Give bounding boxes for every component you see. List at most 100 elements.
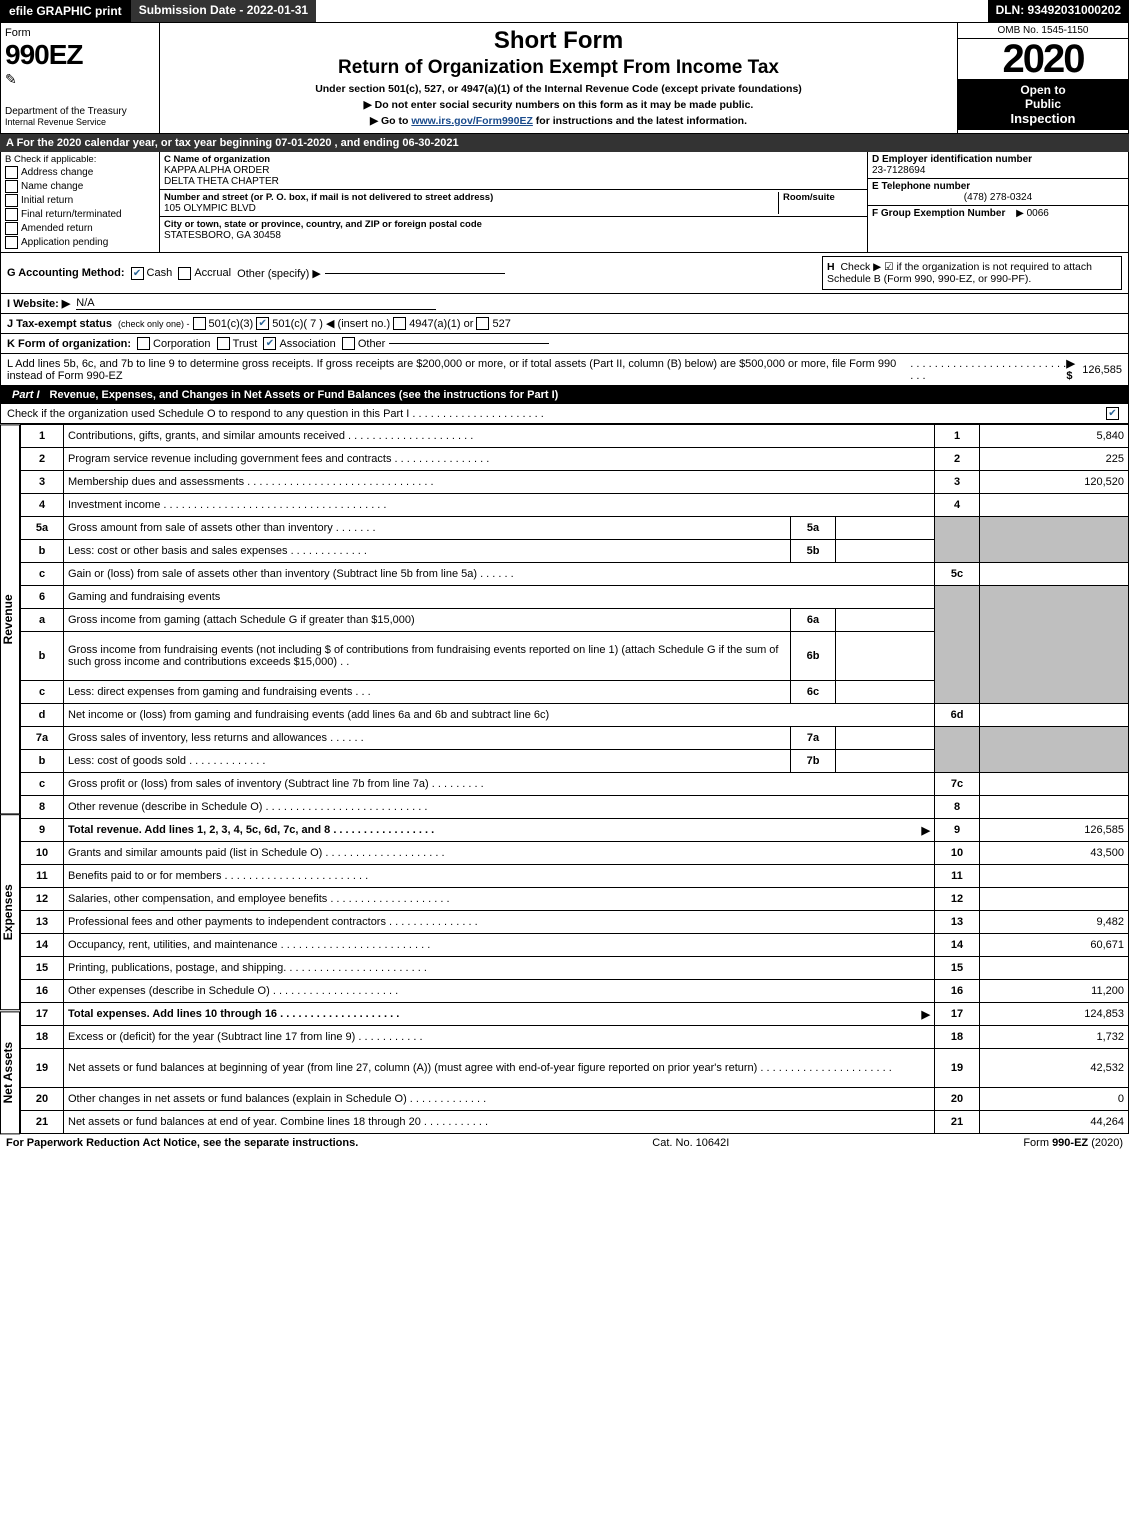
top-bar: efile GRAPHIC print Submission Date - 20… — [0, 0, 1129, 22]
grp-lbl: F Group Exemption Number — [872, 208, 1005, 219]
line-16: 16Other expenses (describe in Schedule O… — [21, 980, 1129, 1003]
part1-checkbox[interactable]: ✔ — [1106, 407, 1119, 420]
line-21: 21Net assets or fund balances at end of … — [21, 1111, 1129, 1134]
addr-row: Number and street (or P. O. box, if mail… — [160, 190, 867, 217]
line-2: 2Program service revenue including gover… — [21, 448, 1129, 471]
col-b: B Check if applicable: Address change Na… — [1, 152, 160, 252]
vlabel-expenses: Expenses — [0, 814, 20, 1010]
line-17: 17Total expenses. Add lines 10 through 1… — [21, 1003, 1129, 1026]
ck-501c3[interactable] — [193, 317, 206, 330]
open-inspection: Open toPublicInspection — [958, 79, 1128, 130]
irs-link[interactable]: www.irs.gov/Form990EZ — [411, 115, 533, 127]
ck-other[interactable] — [342, 337, 355, 350]
k-o1: Corporation — [153, 338, 210, 350]
col-def: D Employer identification number 23-7128… — [868, 152, 1128, 252]
info-block: B Check if applicable: Address change Na… — [0, 152, 1129, 253]
j-o4: 527 — [492, 318, 510, 330]
line-6d: dNet income or (loss) from gaming and fu… — [21, 704, 1129, 727]
other-specify-line — [325, 273, 505, 274]
ck-address-change[interactable]: Address change — [5, 166, 155, 179]
tel-row: E Telephone number (478) 278-0324 — [868, 179, 1128, 206]
h-box: H Check ▶ ☑ if the organization is not r… — [822, 256, 1122, 290]
submission-date: Submission Date - 2022-01-31 — [131, 0, 316, 22]
line-7a: 7aGross sales of inventory, less returns… — [21, 727, 1129, 750]
ck-amended-return[interactable]: Amended return — [5, 222, 155, 235]
k-label: K Form of organization: — [7, 338, 131, 350]
line-7c: cGross profit or (loss) from sales of in… — [21, 773, 1129, 796]
line-9: 9Total revenue. Add lines 1, 2, 3, 4, 5c… — [21, 819, 1129, 842]
k-o4: Other — [358, 338, 386, 350]
city-row: City or town, state or province, country… — [160, 217, 867, 243]
k-other-line — [389, 343, 549, 344]
part1-label: Part I — [6, 389, 46, 401]
line-8: 8Other revenue (describe in Schedule O) … — [21, 796, 1129, 819]
vlabel-netassets: Net Assets — [0, 1011, 20, 1134]
h-text: Check ▶ ☑ if the organization is not req… — [827, 261, 1092, 285]
tel-val: (478) 278-0324 — [872, 192, 1124, 203]
header-center: Short Form Return of Organization Exempt… — [160, 23, 957, 133]
ck-527[interactable] — [476, 317, 489, 330]
part1-title: Revenue, Expenses, and Changes in Net As… — [50, 389, 559, 401]
ck-accrual[interactable] — [178, 267, 191, 280]
ck-4947[interactable] — [393, 317, 406, 330]
col-c: C Name of organization KAPPA ALPHA ORDER… — [160, 152, 868, 252]
line-4: 4Investment income . . . . . . . . . . .… — [21, 494, 1129, 517]
vlabel-revenue: Revenue — [0, 424, 20, 814]
ck-name-change[interactable]: Name change — [5, 180, 155, 193]
ck-corp[interactable] — [137, 337, 150, 350]
addr-val: 105 OLYMPIC BLVD — [164, 203, 778, 214]
ck-initial-return[interactable]: Initial return — [5, 194, 155, 207]
org-name2: DELTA THETA CHAPTER — [164, 176, 863, 187]
ck-application-pending[interactable]: Application pending — [5, 236, 155, 249]
grp-row: F Group Exemption Number ▶ 0066 — [868, 206, 1128, 221]
lines-table: 1Contributions, gifts, grants, and simil… — [20, 424, 1129, 1134]
header-sub2: ▶ Do not enter social security numbers o… — [168, 99, 949, 111]
part1-grid: Revenue Expenses Net Assets 1Contributio… — [0, 424, 1129, 1134]
page-footer: For Paperwork Reduction Act Notice, see … — [0, 1134, 1129, 1152]
j-o3: 4947(a)(1) or — [409, 318, 473, 330]
ein-val: 23-7128694 — [872, 165, 1124, 176]
l-val: 126,585 — [1082, 364, 1122, 376]
website-val: N/A — [76, 297, 436, 310]
line-6: 6Gaming and fundraising events — [21, 586, 1129, 609]
ck-cash[interactable]: ✔ — [131, 267, 144, 280]
city-lbl: City or town, state or province, country… — [164, 219, 863, 230]
line-14: 14Occupancy, rent, utilities, and mainte… — [21, 934, 1129, 957]
ein-row: D Employer identification number 23-7128… — [868, 152, 1128, 179]
header-sub3: ▶ Go to www.irs.gov/Form990EZ for instru… — [168, 115, 949, 127]
l-arrow: ▶ $ — [1066, 357, 1082, 382]
city-val: STATESBORO, GA 30458 — [164, 230, 863, 241]
efile-print-button[interactable]: efile GRAPHIC print — [0, 0, 131, 22]
org-name: KAPPA ALPHA ORDER — [164, 165, 863, 176]
ck-final-return[interactable]: Final return/terminated — [5, 208, 155, 221]
i-label: I Website: ▶ — [7, 297, 70, 310]
form-header: Form 990EZ ✎ Department of the Treasury … — [0, 22, 1129, 134]
addr-lbl: Number and street (or P. O. box, if mail… — [164, 192, 778, 203]
h-lbl: H — [827, 261, 835, 273]
form-label: Form — [5, 27, 155, 39]
org-name-lbl: C Name of organization — [164, 154, 863, 165]
header-right: OMB No. 1545-1150 2020 Open toPublicInsp… — [957, 23, 1128, 133]
ck-501c[interactable]: ✔ — [256, 317, 269, 330]
k-o2: Trust — [233, 338, 258, 350]
spacer — [316, 0, 987, 22]
line-12: 12Salaries, other compensation, and empl… — [21, 888, 1129, 911]
ck-assoc[interactable]: ✔ — [263, 337, 276, 350]
part1-check-row: Check if the organization used Schedule … — [0, 404, 1129, 424]
header-sub1: Under section 501(c), 527, or 4947(a)(1)… — [168, 83, 949, 95]
footer-center: Cat. No. 10642I — [652, 1137, 729, 1149]
form-title: Short Form — [168, 27, 949, 55]
line-1: 1Contributions, gifts, grants, and simil… — [21, 425, 1129, 448]
ein-lbl: D Employer identification number — [872, 154, 1124, 165]
row-i: I Website: ▶ N/A — [0, 294, 1129, 314]
line-15: 15Printing, publications, postage, and s… — [21, 957, 1129, 980]
k-o3: Association — [279, 338, 335, 350]
ck-trust[interactable] — [217, 337, 230, 350]
tel-lbl: E Telephone number — [872, 181, 1124, 192]
accrual-lbl: Accrual — [194, 267, 231, 279]
part1-check-text: Check if the organization used Schedule … — [7, 408, 409, 420]
dln-label: DLN: 93492031000202 — [988, 0, 1129, 22]
part1-header: Part I Revenue, Expenses, and Changes in… — [0, 386, 1129, 404]
tax-year: 2020 — [958, 39, 1128, 79]
footer-left: For Paperwork Reduction Act Notice, see … — [6, 1137, 358, 1149]
